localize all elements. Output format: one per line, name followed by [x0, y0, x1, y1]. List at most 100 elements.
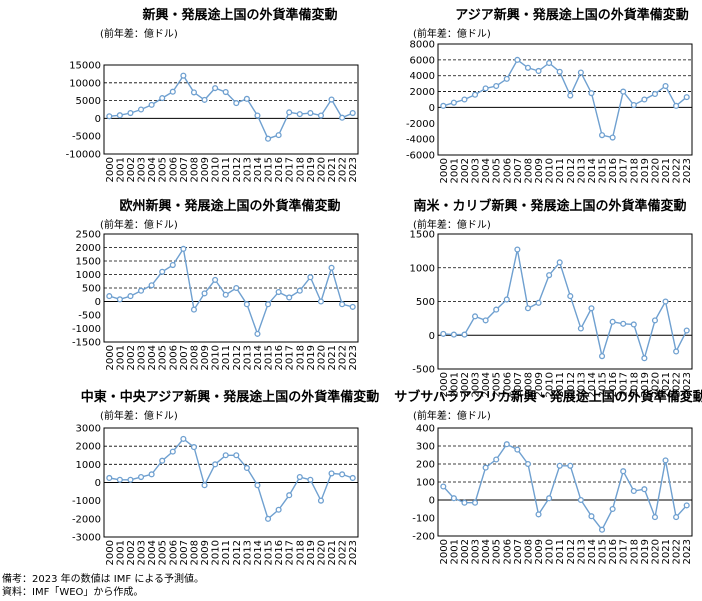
x-tick-label: 2017 [285, 345, 296, 370]
data-point [106, 293, 113, 300]
chart-panel-1: 新興・発展途上国の外貨準備変動 (前年差：億ドル) -10000 -5000 0 5000… [66, 7, 360, 182]
data-point [450, 99, 457, 106]
data-point [651, 317, 659, 324]
x-tick-label: 2006 [168, 157, 179, 182]
plot-frame [103, 427, 359, 538]
x-tick-label: 2009 [534, 372, 545, 397]
x-tick-label: 2020 [650, 372, 661, 397]
data-point [673, 102, 680, 109]
x-tick-label: 2015 [264, 345, 275, 370]
x-tick-label: 2015 [598, 158, 609, 183]
x-tick-label: 2014 [253, 540, 264, 565]
data-point [567, 92, 574, 99]
data-point [307, 476, 314, 483]
data-point [641, 96, 648, 103]
data-point [349, 303, 356, 310]
x-tick-label: 2010 [211, 540, 222, 565]
chart-panel-5: 中東・中央アジア新興・発展途上国の外貨準備変動 (前年差：億ドル) -3000 -20… [72, 389, 379, 565]
data-point [609, 134, 616, 141]
data-point [190, 89, 198, 96]
x-tick-label: 2010 [545, 372, 556, 397]
data-point [127, 293, 134, 300]
y-tick-label: -200 [412, 532, 435, 543]
x-tick-label: 2002 [460, 539, 471, 564]
x-tick-label: 2016 [274, 540, 285, 565]
y-tick-label: 100 [416, 478, 435, 489]
chart-title: 南米・カリブ新興・発展途上国の外貨準備変動 [413, 198, 686, 214]
data-point [598, 526, 606, 533]
data-point [630, 321, 637, 328]
x-tick-label: 2013 [242, 157, 253, 182]
data-point [503, 441, 510, 448]
data-point [514, 246, 521, 253]
x-tick-label: 2010 [545, 539, 556, 564]
x-tick-label: 2003 [471, 158, 482, 183]
y-tick-label: 0 [95, 297, 101, 308]
data-point [212, 85, 219, 92]
series-line [442, 443, 688, 531]
x-tick-label: 2020 [650, 158, 661, 183]
x-tick-label: 2014 [253, 157, 264, 182]
x-tick-label: 2014 [253, 345, 264, 370]
x-tick-label: 2019 [640, 158, 651, 183]
data-point [222, 291, 229, 298]
chart-title: 新興・発展途上国の外貨準備変動 [142, 7, 337, 23]
plot-frame [103, 233, 359, 343]
data-point [243, 95, 250, 102]
series-line [109, 74, 353, 140]
data-point [651, 90, 659, 97]
x-tick-label: 2013 [242, 345, 253, 370]
x-tick-label: 2022 [338, 345, 349, 370]
y-tick-label: 0 [429, 331, 435, 342]
x-tick-label: 2008 [523, 158, 534, 183]
data-point [514, 446, 521, 453]
data-point [662, 298, 669, 305]
plot-frame [437, 43, 693, 156]
chart-panel-4: 南米・カリブ新興・発展途上国の外貨準備変動 (前年差：億ドル) -500 0 500 10… [410, 198, 694, 397]
x-tick-label: 2000 [105, 540, 116, 565]
data-point [180, 72, 187, 79]
x-tick-label: 2018 [295, 157, 306, 182]
data-point [233, 100, 240, 107]
data-point [471, 91, 479, 98]
data-point [275, 132, 282, 139]
x-tick-label: 2019 [306, 157, 317, 182]
x-tick-label: 2020 [316, 540, 327, 565]
x-tick-label: 2020 [650, 539, 661, 564]
x-tick-label: 2019 [306, 345, 317, 370]
x-tick-label: 2002 [460, 158, 471, 183]
x-tick-label: 2014 [587, 372, 598, 397]
x-tick-label: 2000 [439, 539, 450, 564]
x-tick-label: 2001 [115, 540, 126, 565]
plot-frame [437, 427, 693, 537]
data-point [577, 69, 584, 76]
data-point [450, 331, 457, 338]
x-tick-label: 2003 [137, 157, 148, 182]
x-tick-label: 2006 [168, 540, 179, 565]
x-tick-label: 2022 [338, 540, 349, 565]
y-tick-label: 500 [416, 297, 435, 308]
data-point [317, 497, 325, 504]
y-tick-label: 10000 [69, 78, 101, 89]
x-tick-label: 2021 [327, 345, 338, 370]
y-tick-label: 4000 [410, 71, 435, 82]
data-point [546, 495, 553, 502]
data-point [641, 355, 648, 362]
y-tick-label: 1500 [410, 230, 435, 241]
data-point [307, 110, 314, 117]
x-tick-label: 2018 [629, 539, 640, 564]
data-point [683, 327, 690, 334]
data-point [440, 102, 447, 109]
data-point [137, 473, 145, 481]
x-tick-label: 2007 [179, 345, 190, 370]
data-point [535, 299, 542, 306]
data-point [243, 464, 250, 472]
data-point [482, 85, 489, 92]
x-tick-label: 2001 [115, 345, 126, 370]
data-point [598, 353, 606, 360]
data-point [116, 112, 123, 119]
x-tick-label: 2014 [587, 158, 598, 183]
chart-panel-6: サブサハラアフリカ新興・発展途上国の外貨準備変動 (前年差：億ドル) -200 -10… [394, 389, 702, 564]
data-point [190, 306, 198, 313]
